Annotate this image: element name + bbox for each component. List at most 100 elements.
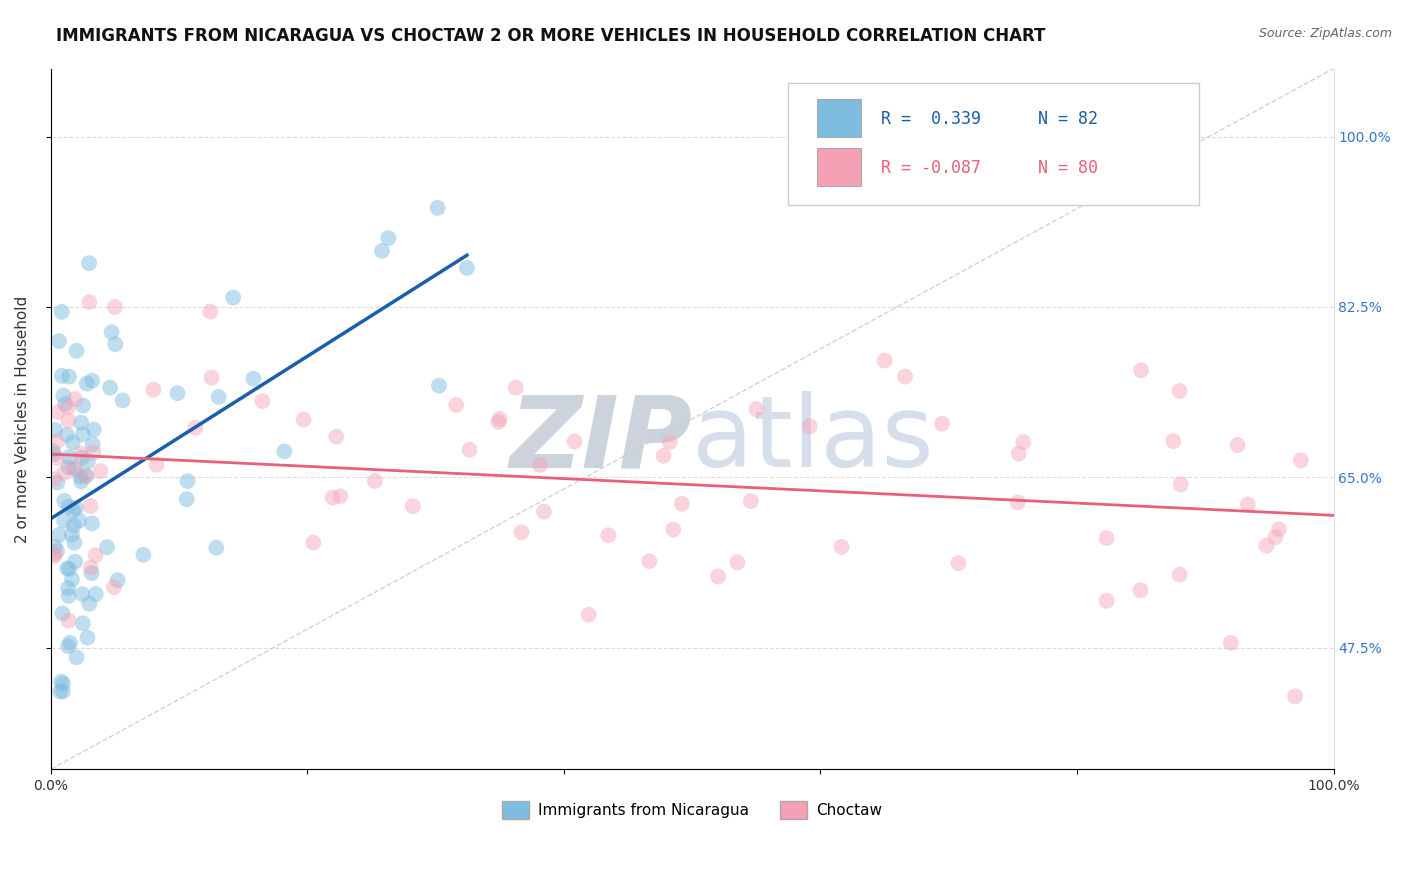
Immigrants from Nicaragua	[42, 447, 65, 461]
Choctaw	[1012, 435, 1035, 450]
Choctaw	[58, 414, 80, 428]
Immigrants from Nicaragua	[69, 469, 91, 483]
Immigrants from Nicaragua	[76, 376, 98, 391]
Text: R = -0.087: R = -0.087	[880, 159, 981, 177]
Choctaw	[402, 499, 425, 513]
Immigrants from Nicaragua	[70, 475, 93, 489]
Choctaw	[564, 434, 586, 449]
Text: ZIP: ZIP	[509, 392, 692, 489]
Immigrants from Nicaragua	[176, 492, 198, 507]
Choctaw	[444, 398, 467, 412]
Choctaw	[662, 523, 685, 537]
Choctaw	[44, 472, 66, 486]
Immigrants from Nicaragua	[72, 587, 94, 601]
Choctaw	[1284, 690, 1306, 704]
Choctaw	[302, 535, 325, 549]
Immigrants from Nicaragua	[65, 500, 87, 515]
Choctaw	[80, 560, 103, 574]
Choctaw	[1268, 522, 1291, 536]
Immigrants from Nicaragua	[76, 631, 98, 645]
Immigrants from Nicaragua	[371, 244, 394, 258]
Immigrants from Nicaragua	[49, 674, 72, 689]
Choctaw	[1256, 539, 1278, 553]
Immigrants from Nicaragua	[82, 374, 104, 388]
Choctaw	[104, 300, 127, 314]
Choctaw	[364, 474, 387, 488]
Immigrants from Nicaragua	[107, 573, 129, 587]
Choctaw	[46, 405, 69, 419]
Choctaw	[142, 383, 165, 397]
Immigrants from Nicaragua	[52, 684, 75, 698]
Choctaw	[1130, 363, 1153, 377]
Choctaw	[46, 451, 69, 466]
Choctaw	[292, 412, 315, 426]
Immigrants from Nicaragua	[56, 428, 79, 442]
Immigrants from Nicaragua	[208, 390, 231, 404]
Choctaw	[1170, 477, 1192, 491]
Choctaw	[638, 554, 661, 568]
Immigrants from Nicaragua	[56, 639, 79, 653]
Text: Source: ZipAtlas.com: Source: ZipAtlas.com	[1258, 27, 1392, 40]
Choctaw	[948, 556, 970, 570]
Choctaw	[831, 540, 853, 554]
Immigrants from Nicaragua	[51, 368, 73, 383]
Legend: Immigrants from Nicaragua, Choctaw: Immigrants from Nicaragua, Choctaw	[496, 795, 889, 825]
Choctaw	[533, 505, 555, 519]
Choctaw	[799, 419, 821, 434]
Immigrants from Nicaragua	[53, 494, 76, 508]
Immigrants from Nicaragua	[58, 460, 80, 475]
Immigrants from Nicaragua	[49, 684, 72, 698]
Choctaw	[79, 295, 101, 310]
Immigrants from Nicaragua	[377, 231, 399, 245]
Immigrants from Nicaragua	[70, 450, 93, 465]
Choctaw	[79, 499, 101, 513]
Immigrants from Nicaragua	[63, 462, 86, 476]
Immigrants from Nicaragua	[42, 443, 65, 458]
Choctaw	[505, 381, 527, 395]
Choctaw	[1168, 567, 1191, 582]
Immigrants from Nicaragua	[46, 475, 69, 490]
Immigrants from Nicaragua	[82, 437, 104, 451]
Choctaw	[1219, 636, 1241, 650]
Immigrants from Nicaragua	[62, 518, 84, 533]
Immigrants from Nicaragua	[426, 201, 449, 215]
Immigrants from Nicaragua	[84, 587, 107, 601]
Immigrants from Nicaragua	[70, 416, 93, 430]
Immigrants from Nicaragua	[67, 514, 90, 528]
Immigrants from Nicaragua	[46, 544, 69, 558]
Immigrants from Nicaragua	[58, 369, 80, 384]
Choctaw	[63, 461, 86, 475]
Choctaw	[1008, 447, 1031, 461]
Choctaw	[873, 353, 896, 368]
Choctaw	[252, 394, 274, 409]
Immigrants from Nicaragua	[79, 597, 101, 611]
Choctaw	[56, 400, 79, 414]
Y-axis label: 2 or more Vehicles in Household: 2 or more Vehicles in Household	[15, 295, 30, 542]
Choctaw	[1007, 495, 1029, 509]
Choctaw	[529, 458, 551, 472]
Immigrants from Nicaragua	[72, 399, 94, 413]
Immigrants from Nicaragua	[100, 325, 122, 339]
Choctaw	[145, 458, 167, 472]
Immigrants from Nicaragua	[98, 381, 121, 395]
Choctaw	[671, 497, 693, 511]
Choctaw	[740, 494, 762, 508]
Immigrants from Nicaragua	[56, 561, 79, 575]
Immigrants from Nicaragua	[456, 260, 478, 275]
Immigrants from Nicaragua	[58, 450, 80, 465]
Choctaw	[598, 528, 620, 542]
Text: atlas: atlas	[692, 392, 934, 489]
Choctaw	[707, 569, 730, 583]
Choctaw	[1129, 583, 1152, 598]
Choctaw	[184, 421, 207, 435]
Immigrants from Nicaragua	[166, 386, 188, 401]
Choctaw	[725, 555, 748, 569]
Immigrants from Nicaragua	[96, 540, 118, 554]
Immigrants from Nicaragua	[63, 535, 86, 549]
Choctaw	[1237, 498, 1260, 512]
Immigrants from Nicaragua	[83, 423, 105, 437]
Choctaw	[1161, 434, 1184, 449]
Immigrants from Nicaragua	[44, 540, 66, 554]
Choctaw	[90, 464, 112, 478]
Immigrants from Nicaragua	[222, 291, 245, 305]
